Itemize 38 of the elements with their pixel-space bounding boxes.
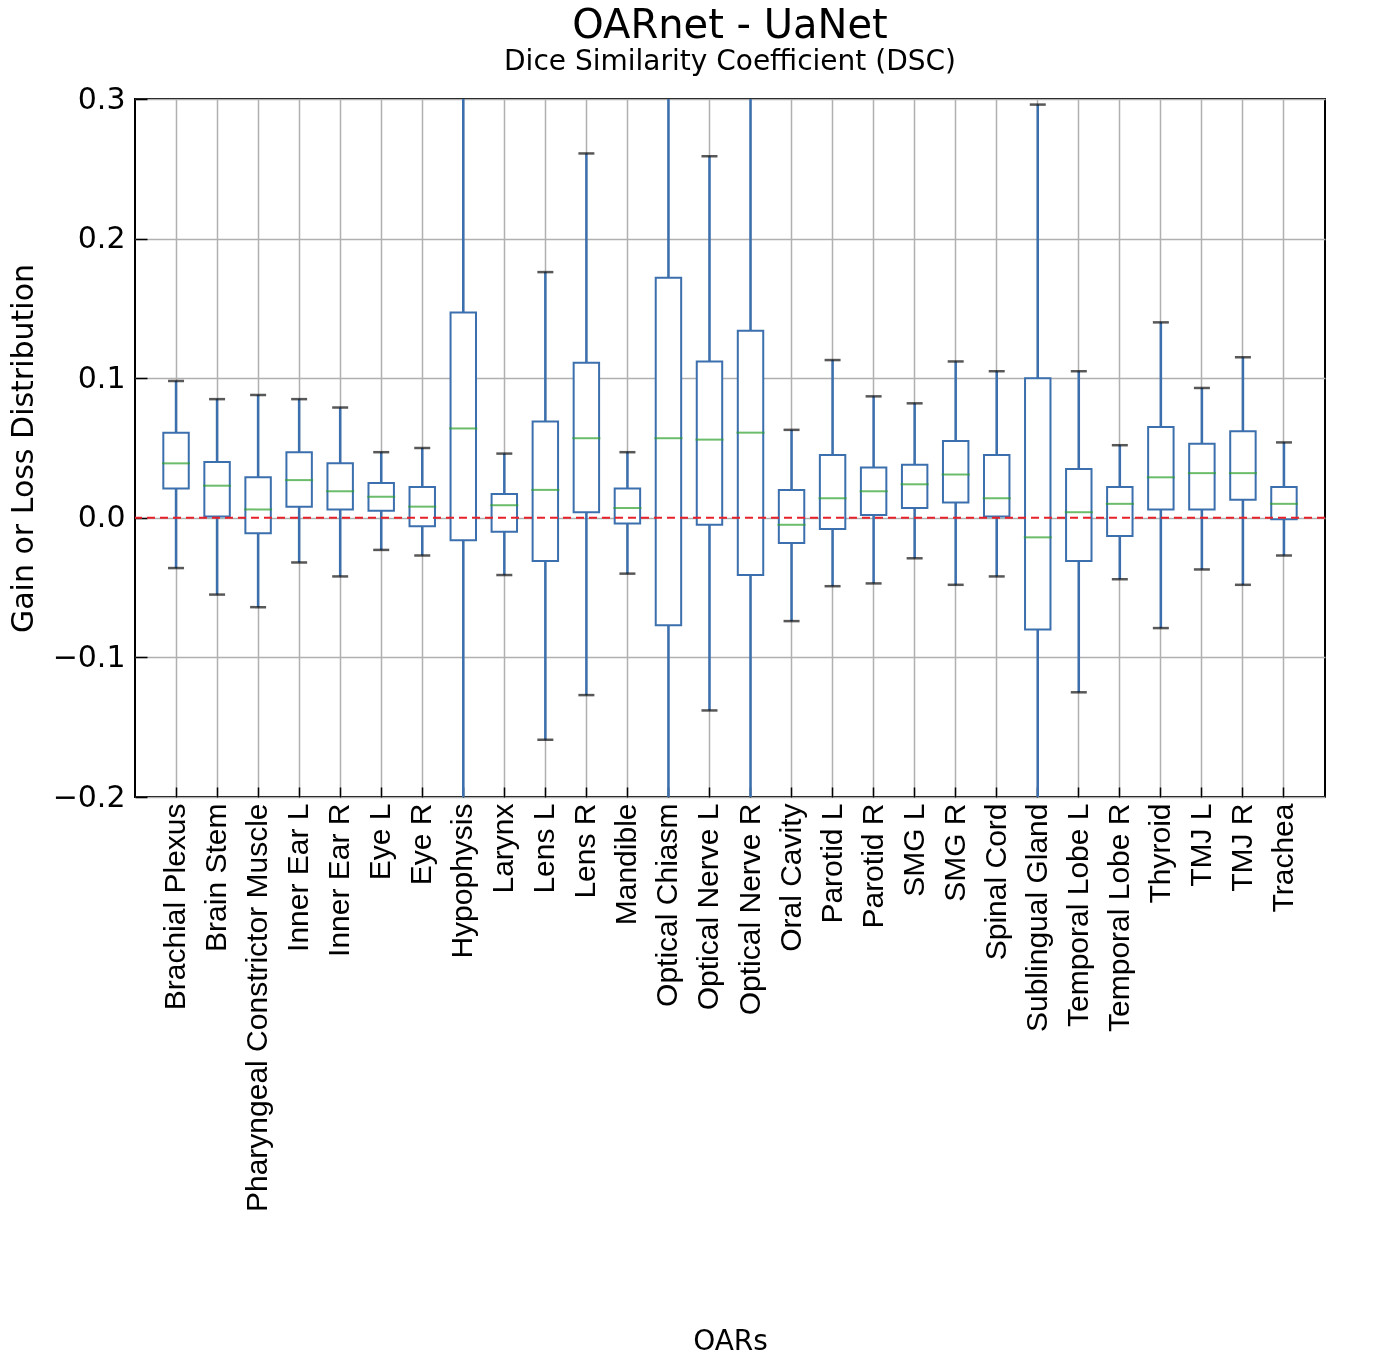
chart-subtitle: Dice Similarity Coefficient (DSC)	[504, 44, 956, 77]
chart-title: OARnet - UaNet	[572, 1, 888, 47]
y-tick-label: −0.2	[52, 778, 126, 814]
x-axis-title: OARs	[693, 1323, 768, 1357]
x-tick-label: Oral Cavity	[773, 803, 807, 952]
x-tick-label: Larynx	[486, 803, 520, 894]
x-tick-label: Thyroid	[1142, 803, 1176, 904]
x-tick-label: Lens L	[527, 803, 561, 894]
x-tick-label: Parotid L	[814, 803, 848, 924]
y-tick-label: 0.1	[77, 359, 126, 395]
x-tick-label: Eye R	[404, 803, 438, 886]
x-tick-label: TMJ L	[1183, 803, 1217, 887]
x-tick-label: SMG R	[937, 803, 971, 902]
x-tick-label: Optical Chiasm	[650, 803, 684, 1007]
x-tick-label: Temporal Lobe R	[1101, 803, 1135, 1032]
x-tick-label: TMJ R	[1224, 803, 1258, 892]
x-tick-label: Inner Ear R	[322, 803, 356, 957]
y-tick-label: 0.0	[77, 499, 126, 535]
y-axis-title: Gain or Loss Distribution	[4, 263, 40, 634]
y-tick-label: 0.2	[77, 220, 126, 256]
x-tick-label: SMG L	[896, 803, 930, 897]
x-tick-label: Optical Nerve R	[732, 803, 766, 1016]
x-tick-label: Eye L	[363, 803, 397, 881]
x-tick-label: Brachial Plexus	[158, 803, 192, 1011]
x-tick-label: Optical Nerve L	[691, 803, 725, 1011]
x-tick-label: Spinal Cord	[978, 803, 1012, 961]
x-tick-label: Brain Stem	[199, 803, 233, 952]
x-tick-label: Parotid R	[855, 803, 889, 929]
y-tick-label: 0.3	[77, 80, 126, 116]
x-tick-label: Sublingual Gland	[1019, 803, 1053, 1033]
x-tick-label: Temporal Lobe L	[1060, 803, 1094, 1027]
x-tick-label: Hypophysis	[445, 803, 479, 959]
y-tick-label: −0.1	[52, 638, 126, 674]
x-tick-label: Trachea	[1265, 803, 1299, 913]
x-tick-label: Lens R	[568, 803, 602, 899]
x-tick-label: Pharyngeal Constrictor Muscle	[240, 803, 274, 1213]
x-tick-label: Inner Ear L	[281, 803, 315, 952]
x-tick-label: Mandible	[609, 803, 643, 926]
